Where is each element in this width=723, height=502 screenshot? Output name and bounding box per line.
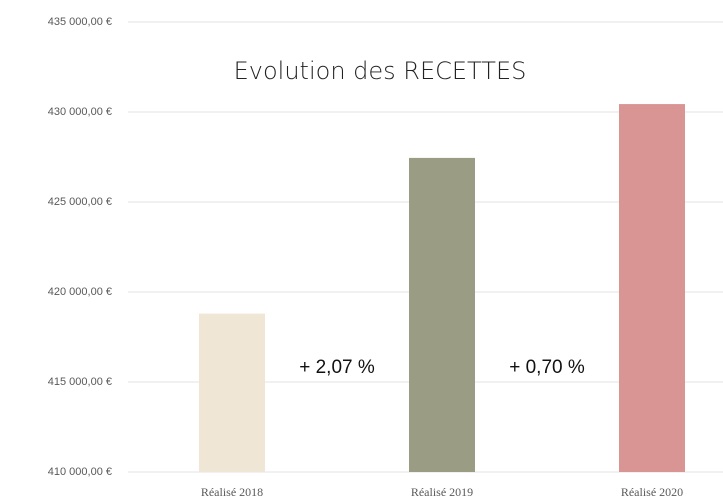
annotation: + 2,07 % <box>299 357 375 378</box>
y-tick-label: 435 000,00 € <box>48 16 112 28</box>
x-tick-label: Réalisé 2020 <box>621 485 683 499</box>
annotation: + 0,70 % <box>509 357 585 378</box>
y-tick-label: 415 000,00 € <box>48 376 112 388</box>
y-tick-label: 420 000,00 € <box>48 286 112 298</box>
y-tick-label: 410 000,00 € <box>48 466 112 478</box>
bar <box>619 104 685 472</box>
bar <box>199 313 265 472</box>
bar <box>409 157 475 472</box>
x-tick-label: Réalisé 2019 <box>411 485 473 499</box>
y-tick-label: 425 000,00 € <box>48 196 112 208</box>
y-tick-label: 430 000,00 € <box>48 106 112 118</box>
chart-title: Evolution des RECETTES <box>234 57 527 85</box>
x-tick-label: Réalisé 2018 <box>201 485 263 499</box>
